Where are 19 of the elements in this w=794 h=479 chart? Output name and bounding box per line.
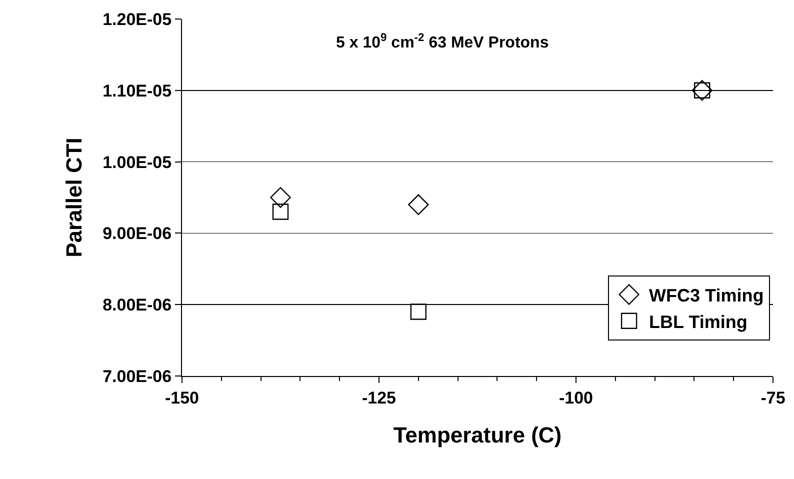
y-axis-title: Parallel CTI: [61, 138, 86, 258]
y-tick-label: 9.00E-06: [102, 224, 172, 244]
x-tick-label: -75: [760, 388, 786, 408]
legend-label: WFC3 Timing: [649, 286, 764, 306]
point: [408, 194, 429, 215]
x-axis-title: Temperature (C): [393, 422, 562, 448]
x-tick-label: -100: [558, 388, 594, 408]
y-tick-label: 7.00E-06: [102, 366, 172, 386]
legend-label: LBL Timing: [649, 312, 748, 332]
y-tick-label: 1.20E-05: [102, 10, 172, 29]
point: [272, 204, 289, 220]
text: 5 x 10$^{9}$ cm$^{-2}$ 63 MeV Protons: [336, 32, 549, 52]
y-tick-label: 1.10E-05: [102, 81, 172, 100]
y-tick-label: 8.00E-06: [102, 296, 172, 315]
point: [410, 304, 426, 320]
x-tick-label: -125: [362, 388, 396, 408]
y-tick-label: 1.00E-05: [102, 152, 172, 172]
point: [270, 187, 291, 208]
x-tick-label: -150: [164, 388, 200, 408]
